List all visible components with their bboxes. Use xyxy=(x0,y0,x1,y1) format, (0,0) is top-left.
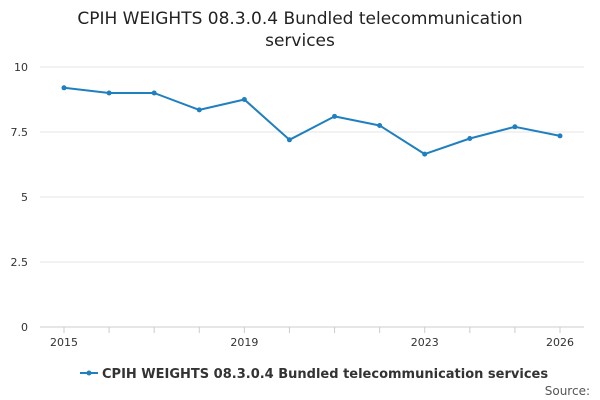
x-tick-label: 2019 xyxy=(230,336,258,349)
series-line-group xyxy=(61,85,563,157)
x-tick-label: 2023 xyxy=(411,336,439,349)
y-tick-label: 5 xyxy=(21,191,28,204)
x-axis-ticks: 2015 2019 2023 2026 xyxy=(50,327,574,349)
y-tick-label: 0 xyxy=(21,321,28,334)
y-axis-ticks: 0 2.5 5 7.5 10 xyxy=(11,61,29,334)
y-tick-label: 7.5 xyxy=(11,126,29,139)
legend-marker-swatch xyxy=(86,370,92,376)
chart-title-line-1: CPIH WEIGHTS 08.3.0.4 Bundled telecommun… xyxy=(77,9,522,29)
y-tick-label: 10 xyxy=(14,61,28,74)
source-label: Source: xyxy=(545,384,590,398)
y-tick-label: 2.5 xyxy=(11,256,29,269)
data-point[interactable] xyxy=(377,123,383,128)
chart-title-line-2: services xyxy=(265,31,335,51)
data-point[interactable] xyxy=(151,90,157,96)
data-point[interactable] xyxy=(332,113,338,119)
data-point[interactable] xyxy=(196,107,202,113)
data-point[interactable] xyxy=(467,136,473,141)
y-gridlines xyxy=(40,66,584,263)
data-point[interactable] xyxy=(106,90,112,96)
data-point[interactable] xyxy=(422,151,428,157)
legend-label: CPIH WEIGHTS 08.3.0.4 Bundled telecommun… xyxy=(102,367,548,382)
data-point[interactable] xyxy=(241,97,247,102)
legend[interactable]: CPIH WEIGHTS 08.3.0.4 Bundled telecommun… xyxy=(80,367,548,382)
chart-title: CPIH WEIGHTS 08.3.0.4 Bundled telecommun… xyxy=(77,9,522,51)
data-point[interactable] xyxy=(557,133,563,139)
x-tick-label: 2015 xyxy=(50,336,78,349)
series-line xyxy=(63,86,561,156)
data-point[interactable] xyxy=(512,124,518,130)
data-point[interactable] xyxy=(61,85,67,91)
data-point[interactable] xyxy=(286,137,292,143)
x-tick-label: 2026 xyxy=(546,336,574,349)
